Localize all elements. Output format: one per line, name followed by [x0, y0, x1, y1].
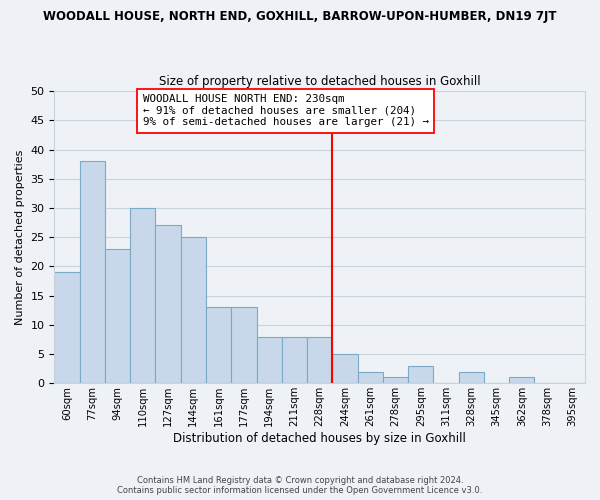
- X-axis label: Distribution of detached houses by size in Goxhill: Distribution of detached houses by size …: [173, 432, 466, 445]
- Title: Size of property relative to detached houses in Goxhill: Size of property relative to detached ho…: [159, 76, 481, 88]
- Bar: [509, 378, 535, 384]
- Bar: [307, 336, 332, 384]
- Y-axis label: Number of detached properties: Number of detached properties: [15, 150, 25, 325]
- Bar: [282, 336, 307, 384]
- Text: WOODALL HOUSE, NORTH END, GOXHILL, BARROW-UPON-HUMBER, DN19 7JT: WOODALL HOUSE, NORTH END, GOXHILL, BARRO…: [43, 10, 557, 23]
- Bar: [257, 336, 282, 384]
- Bar: [155, 226, 181, 384]
- Bar: [55, 272, 80, 384]
- Bar: [130, 208, 155, 384]
- Bar: [383, 378, 408, 384]
- Bar: [332, 354, 358, 384]
- Bar: [408, 366, 433, 384]
- Text: Contains HM Land Registry data © Crown copyright and database right 2024.
Contai: Contains HM Land Registry data © Crown c…: [118, 476, 482, 495]
- Bar: [231, 308, 257, 384]
- Text: WOODALL HOUSE NORTH END: 230sqm
← 91% of detached houses are smaller (204)
9% of: WOODALL HOUSE NORTH END: 230sqm ← 91% of…: [143, 94, 429, 127]
- Bar: [206, 308, 231, 384]
- Bar: [181, 237, 206, 384]
- Bar: [105, 249, 130, 384]
- Bar: [80, 161, 105, 384]
- Bar: [358, 372, 383, 384]
- Bar: [458, 372, 484, 384]
